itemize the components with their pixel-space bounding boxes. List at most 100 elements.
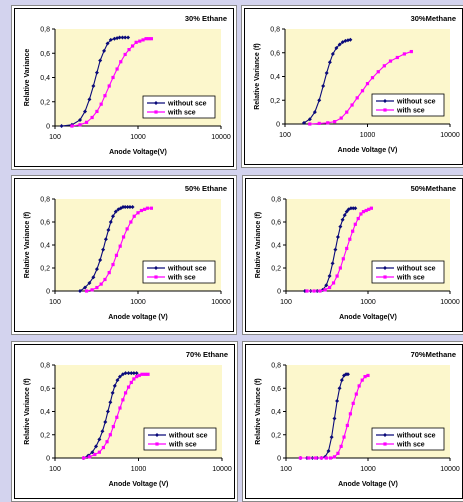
chart-svg: 100 1000 10000 0 0,2 0,4 0,6 0,8 50%Methane Anode… bbox=[255, 184, 460, 321]
data-point bbox=[298, 456, 303, 460]
data-point bbox=[107, 271, 111, 275]
data-point bbox=[111, 425, 115, 429]
y-tick-label: 0,4 bbox=[270, 74, 280, 81]
y-tick-label: 0,6 bbox=[271, 220, 281, 227]
legend-marker bbox=[383, 442, 387, 446]
x-tick-label: 10000 bbox=[212, 466, 232, 473]
y-tick-label: 0,2 bbox=[40, 99, 50, 106]
x-axis-label: Anode Voltage(V) bbox=[109, 149, 167, 156]
data-point bbox=[125, 227, 129, 231]
data-point bbox=[103, 419, 108, 424]
data-point bbox=[317, 98, 322, 103]
data-point bbox=[141, 38, 145, 42]
y-tick-label: 0,6 bbox=[40, 220, 50, 227]
data-point bbox=[351, 229, 355, 233]
data-point bbox=[120, 372, 125, 377]
data-point bbox=[115, 415, 119, 419]
data-point bbox=[125, 205, 130, 210]
data-point bbox=[361, 210, 366, 214]
data-point bbox=[118, 244, 122, 248]
data-point bbox=[376, 70, 380, 74]
data-point bbox=[99, 102, 103, 106]
data-point bbox=[102, 48, 107, 53]
data-point bbox=[369, 206, 373, 210]
data-point bbox=[319, 456, 323, 460]
data-point bbox=[354, 392, 358, 396]
data-point bbox=[324, 283, 329, 288]
y-tick-label: 0,8 bbox=[270, 27, 280, 34]
y-tick-label: 0,8 bbox=[40, 27, 50, 34]
data-point bbox=[108, 400, 113, 405]
data-point bbox=[95, 109, 99, 114]
data-point bbox=[330, 51, 335, 56]
legend-marker bbox=[155, 442, 159, 446]
data-point bbox=[121, 235, 126, 239]
data-point bbox=[333, 120, 337, 124]
data-point bbox=[307, 456, 311, 460]
data-point bbox=[70, 124, 74, 128]
data-point bbox=[353, 222, 357, 226]
data-point bbox=[339, 378, 344, 383]
legend: without sce with sce bbox=[371, 260, 445, 284]
data-point bbox=[105, 440, 109, 444]
data-point bbox=[84, 289, 89, 293]
data-point bbox=[91, 83, 96, 88]
data-point bbox=[123, 35, 128, 40]
data-point bbox=[93, 452, 97, 457]
data-point bbox=[123, 371, 128, 376]
data-point bbox=[357, 384, 361, 388]
data-point bbox=[137, 373, 141, 378]
x-tick-label: 100 bbox=[280, 299, 292, 306]
data-point bbox=[77, 117, 82, 122]
data-point bbox=[140, 372, 144, 376]
legend: without sce with sce bbox=[371, 93, 445, 117]
y-tick-label: 0,2 bbox=[271, 432, 281, 439]
data-point bbox=[331, 281, 336, 285]
y-tick-label: 0 bbox=[46, 456, 50, 463]
data-point bbox=[121, 398, 125, 402]
y-tick-label: 0,4 bbox=[271, 409, 281, 416]
data-point bbox=[330, 261, 335, 266]
legend-marker bbox=[154, 266, 158, 270]
data-point bbox=[146, 372, 150, 376]
data-point bbox=[127, 48, 131, 52]
data-point bbox=[90, 288, 94, 292]
legend-marker bbox=[154, 110, 158, 114]
data-point bbox=[135, 375, 139, 379]
y-axis-label: Relative Variance (f) bbox=[24, 378, 31, 445]
data-point bbox=[121, 205, 126, 210]
data-point bbox=[367, 207, 371, 211]
data-point bbox=[335, 274, 339, 278]
x-axis-label: Anode Voltage(V) bbox=[339, 314, 397, 321]
data-point bbox=[312, 289, 316, 293]
x-axis-label: Anode voltage (V) bbox=[108, 314, 168, 321]
data-point bbox=[123, 391, 128, 395]
data-point bbox=[103, 277, 107, 282]
data-point bbox=[149, 206, 153, 210]
data-point bbox=[342, 373, 347, 378]
data-point bbox=[351, 401, 355, 405]
data-point bbox=[326, 121, 330, 125]
data-point bbox=[117, 35, 122, 40]
data-point bbox=[333, 247, 338, 252]
data-point bbox=[115, 378, 120, 383]
data-point bbox=[131, 371, 136, 376]
legend: without sce with sce bbox=[142, 95, 216, 119]
data-point bbox=[327, 274, 332, 279]
data-point bbox=[127, 205, 132, 210]
data-point bbox=[138, 39, 142, 43]
data-point bbox=[90, 115, 94, 120]
x-tick-label: 10000 bbox=[211, 299, 231, 306]
data-point bbox=[335, 399, 340, 404]
data-point bbox=[134, 371, 139, 376]
y-tick-label: 0,4 bbox=[40, 243, 50, 250]
data-point bbox=[83, 109, 88, 114]
data-point bbox=[88, 455, 92, 459]
legend-label: with sce bbox=[167, 110, 196, 117]
x-tick-label: 100 bbox=[49, 466, 61, 473]
chart-svg: 100 1000 10000 0 0,2 0,4 0,6 0,8 30% Ethane Anode… bbox=[24, 14, 231, 156]
legend-label: without sce bbox=[396, 433, 436, 440]
data-point bbox=[317, 121, 321, 126]
chart-svg: 100 1000 10000 0 0,2 0,4 0,6 0,8 70%Methane Anode… bbox=[255, 350, 460, 488]
data-point bbox=[302, 289, 307, 293]
